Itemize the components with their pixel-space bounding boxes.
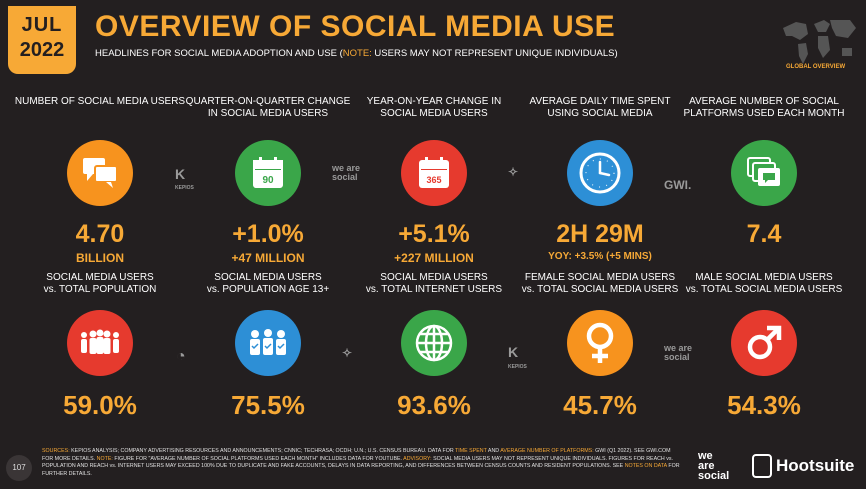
stat-avg-platforms: AVERAGE NUMBER OF SOCIAL PLATFORMS USED … bbox=[678, 96, 850, 249]
stat-value: +5.1% bbox=[398, 220, 470, 248]
stacked-windows-icon bbox=[731, 140, 797, 206]
stat-users-vs-internet: SOCIAL MEDIA USERS vs. TOTAL INTERNET USE… bbox=[348, 272, 520, 421]
date-month: JUL bbox=[21, 14, 63, 36]
wearesocial-logo: we are social bbox=[664, 343, 693, 362]
stat-label: NUMBER OF SOCIAL MEDIA USERS bbox=[14, 96, 186, 107]
globe-icon bbox=[401, 310, 467, 376]
calendar-text: 90 bbox=[262, 175, 274, 186]
stat-male-users: MALE SOCIAL MEDIA USERS vs. TOTAL SOCIAL … bbox=[678, 272, 850, 421]
calendar-365-icon: 365 bbox=[401, 140, 467, 206]
owl-icon bbox=[752, 454, 772, 478]
world-map-icon bbox=[783, 20, 856, 64]
date-badge: JUL 2022 bbox=[8, 6, 76, 74]
stat-year-change: YEAR-ON-YEAR CHANGE IN SOCIAL MEDIA USER… bbox=[348, 96, 520, 265]
gwi-logo: GWI. bbox=[664, 178, 692, 192]
female-symbol-icon bbox=[567, 310, 633, 376]
stat-value: 4.70 bbox=[75, 220, 125, 248]
stat-label: FEMALE SOCIAL MEDIA USERS vs. TOTAL SOCIA… bbox=[521, 272, 679, 295]
stat-label: YEAR-ON-YEAR CHANGE IN SOCIAL MEDIA USER… bbox=[366, 96, 502, 119]
stat-sub: +227 MILLION bbox=[394, 251, 474, 265]
stat-label: AVERAGE DAILY TIME SPENT USING SOCIAL ME… bbox=[529, 96, 671, 119]
stat-value: 54.3% bbox=[727, 390, 801, 420]
stat-sub: YOY: +3.5% (+5 MINS) bbox=[548, 251, 652, 262]
people-group-icon bbox=[67, 310, 133, 376]
wearesocial-brand-logo: we are social bbox=[698, 450, 730, 482]
stat-users-vs-population: SOCIAL MEDIA USERS vs. TOTAL POPULATION 5… bbox=[14, 272, 186, 421]
date-year: 2022 bbox=[19, 39, 65, 61]
stat-value: 7.4 bbox=[746, 220, 782, 248]
stat-value: 75.5% bbox=[231, 390, 305, 420]
stat-value: 93.6% bbox=[397, 390, 471, 420]
wearesocial-logo: we are social bbox=[332, 163, 361, 182]
stat-sub: BILLION bbox=[76, 251, 124, 265]
stat-value: 45.7% bbox=[563, 390, 637, 420]
stat-value: 2H 29M bbox=[556, 220, 644, 248]
stat-label: MALE SOCIAL MEDIA USERS vs. TOTAL SOCIAL … bbox=[685, 272, 843, 295]
stat-label: SOCIAL MEDIA USERS vs. POPULATION AGE 13+ bbox=[206, 272, 330, 295]
owl-logo-icon: ✧ bbox=[342, 346, 353, 360]
stat-female-users: FEMALE SOCIAL MEDIA USERS vs. TOTAL SOCIA… bbox=[514, 272, 686, 421]
stat-label: QUARTER-ON-QUARTER CHANGE IN SOCIAL MEDI… bbox=[185, 96, 351, 119]
stat-social-media-users: NUMBER OF SOCIAL MEDIA USERS 4.70 BILLIO… bbox=[14, 96, 186, 265]
calendar-90-icon: 90 bbox=[235, 140, 301, 206]
stat-label: SOCIAL MEDIA USERS vs. TOTAL INTERNET USE… bbox=[365, 272, 503, 295]
stat-label: SOCIAL MEDIA USERS vs. TOTAL POPULATION bbox=[43, 272, 157, 295]
stat-value: +1.0% bbox=[232, 220, 304, 248]
stat-quarter-change: QUARTER-ON-QUARTER CHANGE IN SOCIAL MEDI… bbox=[182, 96, 354, 265]
clock-icon bbox=[567, 140, 633, 206]
people-check-icon bbox=[235, 310, 301, 376]
kepios-logo: K KEPIOS bbox=[175, 166, 194, 191]
stat-sub: +47 MILLION bbox=[231, 251, 305, 265]
chat-bubbles-icon bbox=[67, 140, 133, 206]
male-symbol-icon bbox=[731, 310, 797, 376]
owl-logo-icon: ✧ bbox=[508, 165, 519, 179]
footer-sources: SOURCES: KEPIOS ANALYSIS; COMPANY ADVERT… bbox=[42, 448, 680, 477]
kepios-logo: K KEPIOS bbox=[508, 344, 527, 370]
global-overview-label: GLOBAL OVERVIEW bbox=[786, 64, 846, 70]
page-number: 107 bbox=[6, 455, 32, 481]
stat-value: 59.0% bbox=[63, 390, 137, 420]
stat-users-vs-13plus: SOCIAL MEDIA USERS vs. POPULATION AGE 13+… bbox=[182, 272, 354, 421]
data-signal-logo-icon: ◔ bbox=[176, 348, 186, 365]
calendar-text: 365 bbox=[426, 175, 441, 185]
page-title: OVERVIEW OF SOCIAL MEDIA USE bbox=[95, 10, 616, 43]
page-subtitle: HEADLINES FOR SOCIAL MEDIA ADOPTION AND … bbox=[95, 48, 618, 59]
stat-label: AVERAGE NUMBER OF SOCIAL PLATFORMS USED … bbox=[683, 96, 845, 119]
stat-daily-time: AVERAGE DAILY TIME SPENT USING SOCIAL ME… bbox=[514, 96, 686, 262]
hootsuite-brand-logo: Hootsuite bbox=[752, 454, 854, 478]
